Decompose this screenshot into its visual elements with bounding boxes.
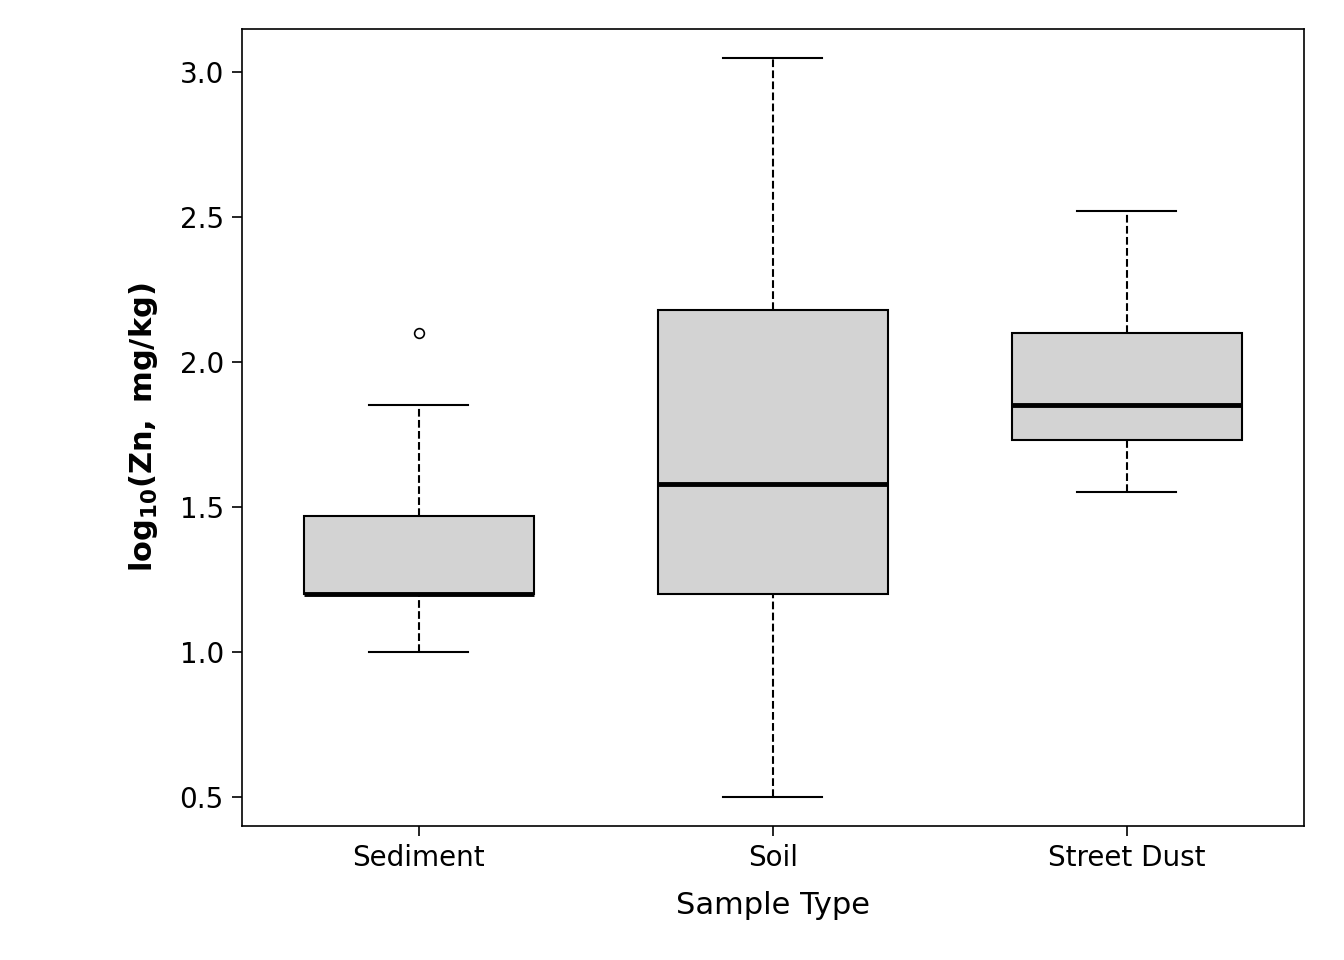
Bar (304, 516, 534, 594)
Bar (1012, 333, 1242, 441)
Bar (657, 310, 888, 594)
Y-axis label: $\mathbf{log_{10}}$$\mathbf{(Zn,\ mg/kg)}$: $\mathbf{log_{10}}$$\mathbf{(Zn,\ mg/kg)… (128, 282, 160, 572)
X-axis label: Sample Type: Sample Type (676, 891, 870, 920)
